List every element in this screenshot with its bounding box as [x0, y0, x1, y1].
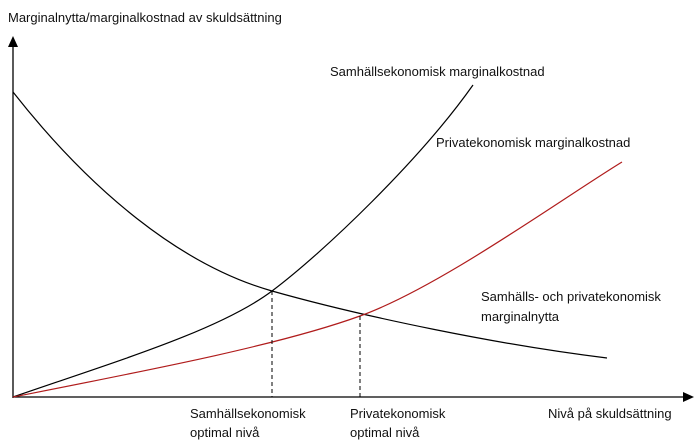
private-optimum-label: Privatekonomisk	[350, 406, 446, 421]
social-cost-label: Samhällsekonomisk marginalkostnad	[330, 64, 545, 79]
x-arrow	[683, 392, 694, 402]
social-cost-curve	[12, 84, 474, 398]
y-axis-label: Marginalnytta/marginalkostnad av skuldsä…	[8, 10, 282, 25]
benefit-label: marginalnytta	[481, 309, 560, 324]
benefit-label: Samhälls- och privatekonomisk	[481, 289, 661, 304]
social-optimum-label: Samhällsekonomisk	[190, 406, 306, 421]
y-arrow	[8, 36, 18, 47]
private-cost-label: Privatekonomisk marginalkostnad	[436, 135, 630, 150]
x-axis-label: Nivå på skuldsättning	[548, 406, 672, 421]
social-optimum-label: optimal nivå	[190, 425, 260, 440]
private-optimum-label: optimal nivå	[350, 425, 420, 440]
private-cost-curve	[12, 161, 623, 398]
